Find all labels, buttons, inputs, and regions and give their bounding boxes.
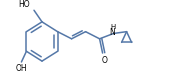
Text: H: H <box>110 24 115 30</box>
Text: OH: OH <box>16 64 27 73</box>
Text: HO: HO <box>18 0 30 9</box>
Text: N: N <box>110 28 116 37</box>
Text: O: O <box>102 56 108 65</box>
